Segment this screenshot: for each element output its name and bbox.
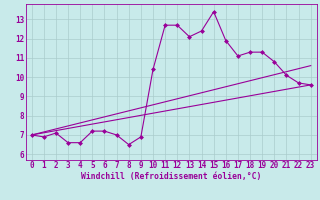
X-axis label: Windchill (Refroidissement éolien,°C): Windchill (Refroidissement éolien,°C) <box>81 172 261 181</box>
